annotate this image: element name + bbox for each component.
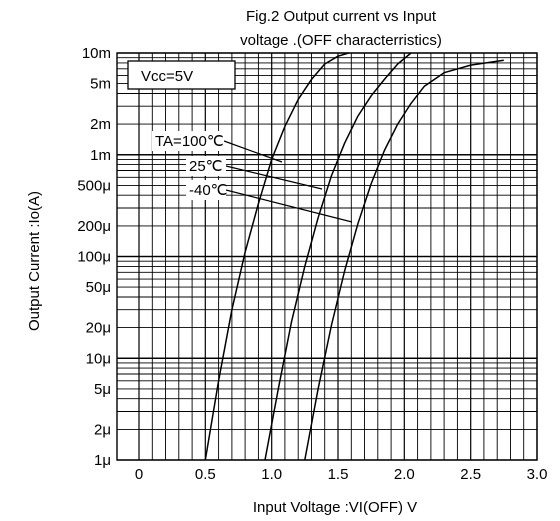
x-tick-label: 2.0 bbox=[394, 466, 415, 483]
annotation-label-1: 25℃ bbox=[189, 158, 223, 175]
x-tick-label: 3.0 bbox=[527, 466, 548, 483]
y-tick-label: 50μ bbox=[86, 279, 111, 296]
y-tick-label: 1μ bbox=[94, 452, 111, 469]
annotation-labels: TA=100℃ 25℃ -40℃ bbox=[152, 131, 228, 200]
y-tick-labels: 10m 5m 2m 1m 500μ 200μ 100μ 50μ 20μ 10μ 5μ 2μ 1μ bbox=[77, 45, 111, 469]
annotation-label-bg bbox=[152, 131, 224, 151]
chart-title: Fig.2 Output current vs Input bbox=[246, 8, 437, 25]
x-tick-labels: 0 0.5 1.0 1.5 2.0 2.5 3.0 bbox=[135, 466, 548, 483]
x-tick-label: 1.0 bbox=[261, 466, 282, 483]
y-tick-label: 10m bbox=[82, 45, 111, 62]
annotation-leader-line bbox=[223, 140, 283, 163]
plot-frame bbox=[116, 52, 538, 461]
series-line-0 bbox=[204, 52, 349, 461]
x-tick-label: 0 bbox=[135, 466, 143, 483]
y-tick-label: 100μ bbox=[77, 249, 111, 266]
annotation-label-bg bbox=[186, 180, 226, 200]
y-tick-label: 200μ bbox=[77, 218, 111, 235]
condition-label: Vcc=5V bbox=[141, 68, 193, 85]
y-tick-label: 2m bbox=[90, 116, 111, 133]
series-group bbox=[204, 52, 504, 461]
chart-subtitle: voltage .(OFF characterristics) bbox=[240, 32, 442, 49]
y-tick-label: 5μ bbox=[94, 381, 111, 398]
y-tick-label: 1m bbox=[90, 147, 111, 164]
annotation-leader-line bbox=[225, 165, 323, 190]
y-tick-label: 500μ bbox=[77, 177, 111, 194]
condition-box: Vcc=5V bbox=[127, 60, 236, 90]
y-tick-label: 5m bbox=[90, 76, 111, 93]
series-line-2 bbox=[304, 59, 504, 461]
annotation-label-bg bbox=[186, 156, 226, 176]
series-line-1 bbox=[264, 52, 412, 461]
y-tick-label: 2μ bbox=[94, 421, 111, 438]
x-axis-label: Input Voltage :VI(OFF) V bbox=[253, 499, 417, 516]
annotation-label-2: -40℃ bbox=[189, 182, 228, 199]
y-tick-label: 10μ bbox=[86, 350, 111, 367]
annotation-label-0: TA=100℃ bbox=[155, 133, 224, 150]
x-tick-label: 1.5 bbox=[328, 466, 349, 483]
x-tick-label: 0.5 bbox=[195, 466, 216, 483]
annotation-leaders bbox=[223, 140, 353, 223]
annotation-leader-line bbox=[225, 189, 353, 223]
x-tick-label: 2.5 bbox=[460, 466, 481, 483]
y-tick-label: 20μ bbox=[86, 320, 111, 337]
y-axis-label: Output Current :Io(A) bbox=[26, 191, 43, 331]
plot-grid bbox=[117, 52, 538, 461]
